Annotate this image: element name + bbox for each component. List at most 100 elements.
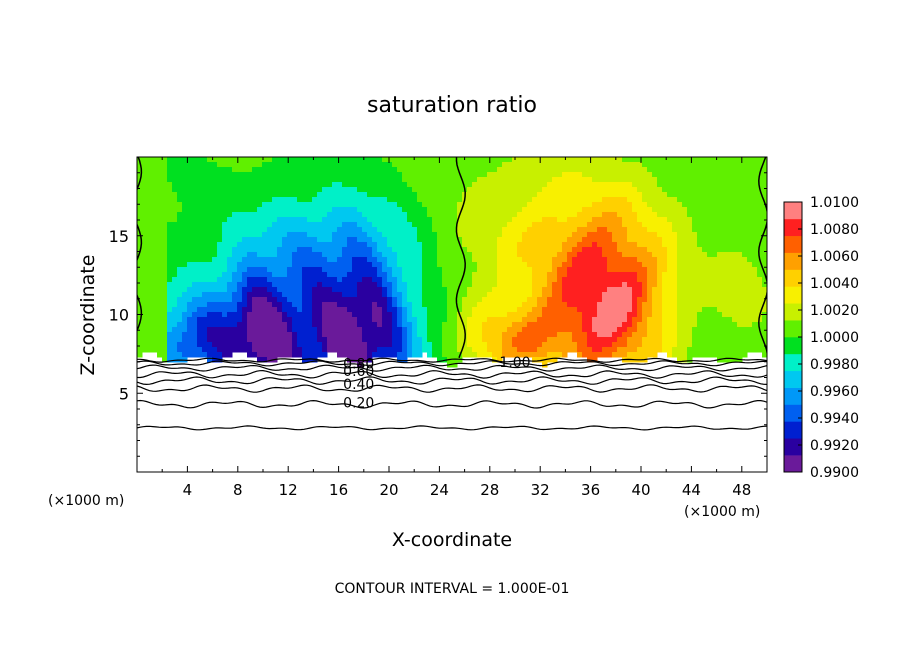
field-cell (552, 322, 558, 328)
field-cell (732, 282, 738, 288)
field-cell (732, 317, 738, 323)
field-cell (482, 172, 488, 178)
field-cell (212, 202, 218, 208)
field-cell (212, 327, 218, 333)
field-cell (382, 282, 388, 288)
field-cell (287, 167, 293, 173)
field-cell (512, 282, 518, 288)
field-cell (357, 342, 363, 348)
field-cell (382, 212, 388, 218)
field-cell (712, 277, 718, 283)
field-cell (657, 317, 663, 323)
field-cell (567, 167, 573, 173)
field-cell (672, 157, 678, 163)
field-cell (552, 197, 558, 203)
field-cell (227, 282, 233, 288)
field-cell (342, 182, 348, 188)
field-cell (622, 237, 628, 243)
field-cell (467, 302, 473, 308)
field-cell (627, 337, 633, 343)
field-cell (437, 182, 443, 188)
field-cell (627, 167, 633, 173)
field-cell (212, 232, 218, 238)
field-cell (432, 157, 438, 163)
field-cell (257, 252, 263, 258)
field-cell (287, 177, 293, 183)
field-cell (527, 307, 533, 313)
field-cell (307, 157, 313, 163)
field-cell (657, 307, 663, 313)
field-cell (162, 317, 168, 323)
field-cell (392, 267, 398, 273)
field-cell (572, 317, 578, 323)
field-cell (192, 232, 198, 238)
field-cell (612, 302, 618, 308)
field-cell (717, 182, 723, 188)
field-cell (402, 157, 408, 163)
field-cell (162, 157, 168, 163)
field-cell (207, 357, 213, 363)
field-cell (582, 177, 588, 183)
field-cell (662, 347, 668, 353)
field-cell (507, 347, 513, 353)
field-cell (372, 342, 378, 348)
field-cell (447, 247, 453, 253)
field-cell (392, 337, 398, 343)
field-cell (137, 167, 143, 173)
field-cell (667, 282, 673, 288)
field-cell (587, 157, 593, 163)
field-cell (722, 337, 728, 343)
field-cell (602, 227, 608, 233)
field-cell (722, 282, 728, 288)
field-cell (677, 227, 683, 233)
field-cell (217, 352, 223, 358)
field-cell (677, 202, 683, 208)
field-cell (392, 162, 398, 168)
field-cell (387, 282, 393, 288)
field-cell (312, 192, 318, 198)
field-cell (287, 202, 293, 208)
field-cell (257, 332, 263, 338)
field-cell (717, 347, 723, 353)
field-cell (147, 347, 153, 353)
field-cell (322, 342, 328, 348)
field-cell (712, 162, 718, 168)
field-cell (582, 272, 588, 278)
field-cell (492, 182, 498, 188)
field-cell (607, 162, 613, 168)
field-cell (287, 212, 293, 218)
field-cell (312, 322, 318, 328)
field-cell (707, 347, 713, 353)
field-cell (337, 167, 343, 173)
field-cell (667, 197, 673, 203)
field-cell (697, 267, 703, 273)
field-cell (292, 237, 298, 243)
field-cell (172, 277, 178, 283)
field-cell (392, 312, 398, 318)
field-cell (402, 272, 408, 278)
field-cell (497, 357, 503, 363)
field-cell (617, 277, 623, 283)
field-cell (332, 307, 338, 313)
field-cell (167, 337, 173, 343)
field-cell (527, 182, 533, 188)
field-cell (447, 182, 453, 188)
field-cell (162, 272, 168, 278)
field-cell (147, 177, 153, 183)
field-cell (212, 227, 218, 233)
field-cell (567, 257, 573, 263)
field-cell (612, 202, 618, 208)
field-cell (707, 307, 713, 313)
field-cell (267, 242, 273, 248)
field-cell (602, 232, 608, 238)
field-cell (272, 182, 278, 188)
field-cell (302, 232, 308, 238)
field-cell (207, 257, 213, 263)
field-cell (412, 192, 418, 198)
field-cell (542, 342, 548, 348)
field-cell (297, 352, 303, 358)
field-cell (422, 242, 428, 248)
field-cell (652, 272, 658, 278)
field-cell (357, 327, 363, 333)
field-cell (672, 277, 678, 283)
